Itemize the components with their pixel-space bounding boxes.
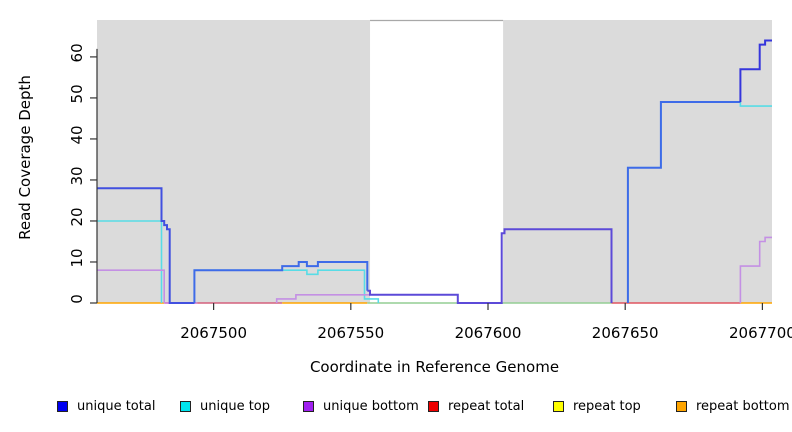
y-tick-label: 60 <box>68 43 86 62</box>
legend-swatch-icon <box>428 400 439 412</box>
legend-item-unique-bottom: unique bottom <box>303 396 419 416</box>
series-segment <box>97 187 195 304</box>
series-segment <box>97 269 165 303</box>
x-tick-label: 2067700 <box>729 324 792 342</box>
legend-swatch-icon <box>303 400 314 412</box>
x-tick-label: 2067550 <box>317 324 384 342</box>
plot-background-region <box>503 20 772 303</box>
y-tick-label: 50 <box>68 84 86 103</box>
series-segment <box>367 228 613 304</box>
series-segment <box>626 101 741 303</box>
series-segment <box>739 236 772 303</box>
series-segment <box>194 269 380 303</box>
legend-item-repeat-bottom: repeat bottom <box>676 396 790 416</box>
legend-swatch-icon <box>180 400 191 412</box>
series-segment <box>275 293 370 303</box>
y-axis-title: Read Coverage Depth <box>16 75 34 240</box>
y-tick-label: 20 <box>68 207 86 226</box>
x-tick-label: 2067500 <box>180 324 247 342</box>
legend-label: unique total <box>77 398 156 414</box>
legend-item-unique-top: unique top <box>180 396 270 416</box>
legend-swatch-icon <box>676 400 687 412</box>
legend-swatch-icon <box>553 400 564 412</box>
y-tick-label: 10 <box>68 248 86 267</box>
y-tick-label: 0 <box>68 294 86 304</box>
legend-label: repeat top <box>573 398 641 414</box>
legend: unique total unique top unique bottom repea… <box>0 396 792 420</box>
legend-swatch-icon <box>57 400 68 412</box>
series-segment <box>739 39 772 102</box>
legend-item-repeat-top: repeat top <box>553 396 641 416</box>
legend-label: repeat total <box>448 398 525 414</box>
series-segment <box>193 261 369 303</box>
legend-label: unique top <box>200 398 271 414</box>
x-tick-label: 2067650 <box>592 324 659 342</box>
legend-item-unique-total: unique total <box>57 396 155 416</box>
y-tick-label: 40 <box>68 125 86 144</box>
x-axis-title: Coordinate in Reference Genome <box>310 358 559 376</box>
x-tick-label: 2067600 <box>455 324 522 342</box>
y-tick-label: 30 <box>68 166 86 185</box>
plot-background-region <box>97 20 371 303</box>
legend-label: repeat bottom <box>696 398 790 414</box>
legend-label: unique bottom <box>323 398 419 414</box>
legend-item-repeat-total: repeat total <box>428 396 524 416</box>
